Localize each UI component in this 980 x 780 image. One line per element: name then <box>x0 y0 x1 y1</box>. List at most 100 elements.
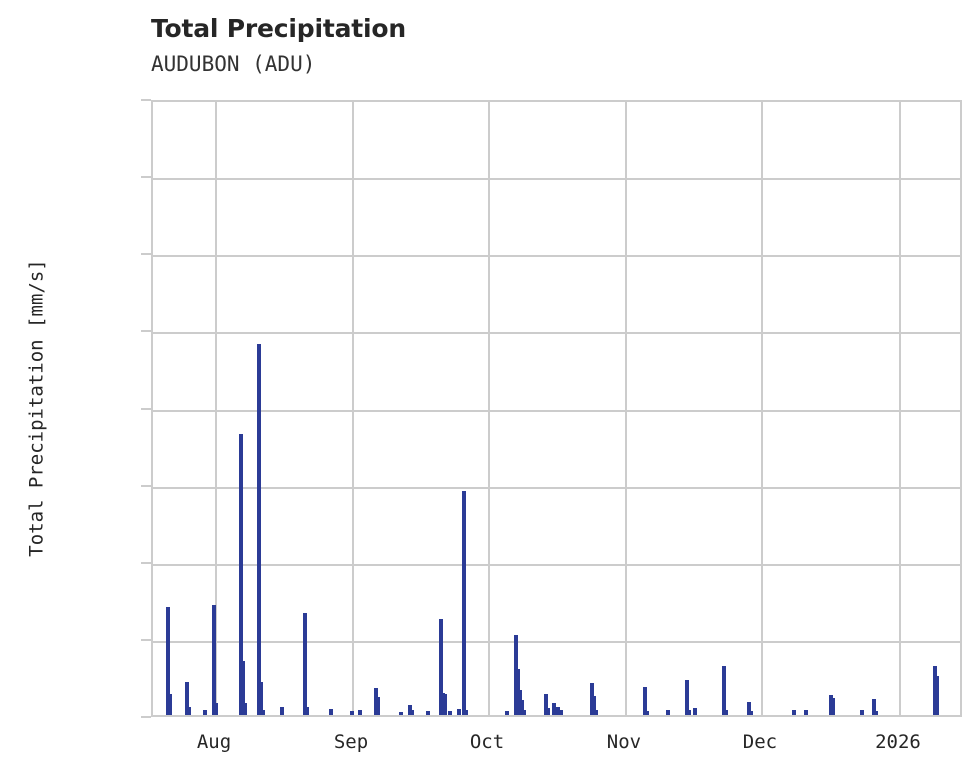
bar <box>556 707 561 715</box>
bar <box>168 693 172 715</box>
bar <box>872 698 877 715</box>
bar <box>543 693 548 715</box>
bar <box>791 709 796 715</box>
bar <box>665 710 670 715</box>
bar <box>749 711 754 715</box>
bar <box>410 710 415 715</box>
bar <box>874 711 879 715</box>
bar <box>448 711 453 715</box>
bar <box>693 708 698 715</box>
gridline-horizontal <box>153 563 960 566</box>
bar <box>303 612 308 715</box>
gridline-horizontal <box>153 255 960 258</box>
bar <box>257 344 262 715</box>
y-tick-mark <box>141 561 151 564</box>
bar <box>408 705 413 715</box>
y-tick-mark <box>141 99 151 101</box>
bar <box>594 709 599 715</box>
bar <box>644 711 649 715</box>
gridline-vertical <box>760 102 763 715</box>
bar <box>203 710 208 715</box>
bar <box>685 679 690 715</box>
x-tick-label: Dec <box>742 731 778 753</box>
y-tick-mark <box>141 330 151 333</box>
gridline-horizontal <box>153 640 960 643</box>
bar <box>592 695 597 715</box>
bar <box>804 709 809 715</box>
bar <box>328 709 333 715</box>
bar <box>439 618 444 715</box>
bar <box>522 710 526 715</box>
x-tick-label: Nov <box>606 731 642 753</box>
bar <box>590 683 595 715</box>
bar <box>545 708 550 715</box>
bar <box>724 709 729 715</box>
bar <box>214 703 219 715</box>
bar-series <box>153 102 960 715</box>
bar <box>642 686 647 715</box>
x-tick-label: Oct <box>469 731 505 753</box>
bar <box>860 710 865 715</box>
bar <box>933 666 938 715</box>
bar <box>515 668 520 715</box>
bar <box>187 707 192 715</box>
bar <box>828 694 833 715</box>
chart-subtitle: AUDUBON (ADU) <box>151 52 316 76</box>
bar <box>558 710 563 715</box>
bar <box>464 710 469 715</box>
bar <box>552 703 556 715</box>
chart-title: Total Precipitation <box>151 14 406 43</box>
x-tick-label: Sep <box>333 731 369 753</box>
x-tick-label: Aug <box>196 731 232 753</box>
bar <box>376 696 381 715</box>
bar <box>935 676 940 715</box>
bar <box>350 711 355 715</box>
bar <box>747 702 752 715</box>
gridlines <box>153 102 960 715</box>
bar <box>185 681 190 715</box>
bar <box>212 605 217 715</box>
bar <box>240 661 245 715</box>
y-tick-mark <box>141 484 151 487</box>
bar <box>443 693 448 715</box>
y-tick-mark <box>141 638 151 641</box>
bar <box>504 711 509 715</box>
bar <box>441 693 446 715</box>
bar <box>261 710 266 715</box>
bar <box>517 689 522 715</box>
bar <box>830 698 835 715</box>
bar <box>513 634 518 715</box>
y-tick-mark <box>141 407 151 410</box>
gridline-vertical <box>215 102 217 715</box>
gridline-horizontal <box>153 332 960 335</box>
plot-area <box>151 100 962 717</box>
bar <box>426 711 431 715</box>
x-tick-label: 2026 <box>875 731 921 753</box>
gridline-vertical <box>487 102 490 715</box>
bar <box>259 682 264 715</box>
gridline-horizontal <box>153 178 960 181</box>
y-tick-mark <box>141 253 151 256</box>
gridline-horizontal <box>153 486 960 489</box>
bar <box>399 711 404 715</box>
y-tick-mark <box>141 716 151 718</box>
bar <box>687 710 692 715</box>
bar <box>358 710 363 715</box>
bar <box>457 709 462 715</box>
gridline-vertical <box>624 102 627 715</box>
y-axis-label: Total Precipitation [mm/s] <box>25 259 48 557</box>
bar <box>519 699 524 715</box>
bar <box>238 433 243 715</box>
bar <box>722 666 727 715</box>
bar <box>305 707 310 715</box>
gridline-vertical <box>899 102 901 715</box>
bar <box>462 491 467 715</box>
gridline-horizontal <box>153 409 960 412</box>
bar <box>280 707 285 715</box>
bar <box>243 703 248 715</box>
bar <box>373 688 378 715</box>
y-tick-mark <box>141 176 151 179</box>
gridline-vertical <box>351 102 354 715</box>
bar <box>165 606 170 715</box>
